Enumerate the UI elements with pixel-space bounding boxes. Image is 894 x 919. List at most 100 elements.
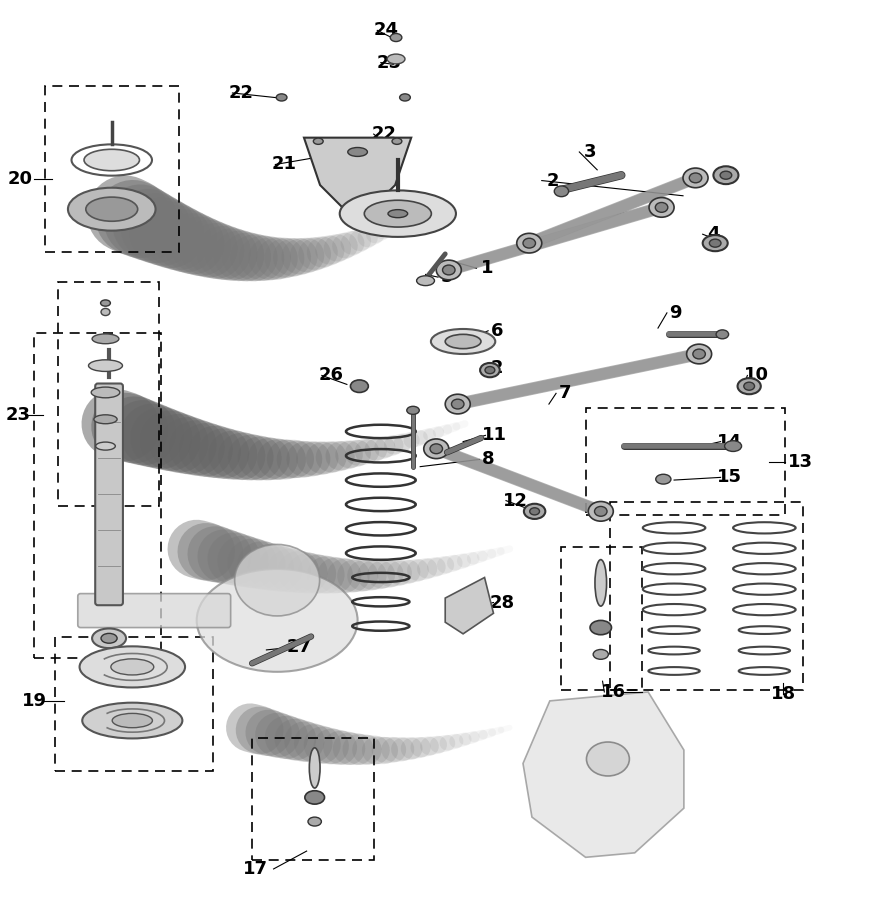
Ellipse shape bbox=[92, 629, 126, 648]
Bar bbox=[58, 282, 159, 506]
Ellipse shape bbox=[309, 748, 320, 789]
Ellipse shape bbox=[94, 414, 117, 424]
Text: 12: 12 bbox=[502, 492, 527, 510]
Text: 15: 15 bbox=[717, 469, 742, 486]
Ellipse shape bbox=[529, 508, 540, 515]
Ellipse shape bbox=[391, 33, 402, 41]
Ellipse shape bbox=[721, 171, 731, 179]
Text: 18: 18 bbox=[771, 685, 796, 703]
Text: 24: 24 bbox=[374, 21, 399, 40]
Ellipse shape bbox=[234, 544, 320, 616]
Text: 22: 22 bbox=[229, 84, 254, 102]
Bar bbox=[34, 333, 161, 658]
Ellipse shape bbox=[595, 506, 607, 516]
Bar bbox=[55, 637, 213, 771]
Ellipse shape bbox=[713, 166, 738, 184]
Text: 20: 20 bbox=[7, 170, 32, 187]
Text: 2: 2 bbox=[491, 359, 503, 378]
Ellipse shape bbox=[276, 94, 287, 101]
Ellipse shape bbox=[96, 442, 115, 450]
Text: 23: 23 bbox=[5, 406, 30, 424]
Ellipse shape bbox=[430, 444, 443, 454]
Text: 3: 3 bbox=[584, 143, 596, 161]
Ellipse shape bbox=[112, 713, 152, 728]
Ellipse shape bbox=[388, 210, 408, 218]
Ellipse shape bbox=[197, 569, 358, 672]
Polygon shape bbox=[304, 138, 411, 212]
FancyBboxPatch shape bbox=[95, 383, 123, 606]
Ellipse shape bbox=[348, 147, 367, 156]
Ellipse shape bbox=[595, 560, 607, 607]
Ellipse shape bbox=[431, 329, 495, 354]
Ellipse shape bbox=[84, 149, 139, 171]
Ellipse shape bbox=[436, 260, 461, 279]
Ellipse shape bbox=[100, 300, 110, 306]
Ellipse shape bbox=[443, 265, 455, 275]
Ellipse shape bbox=[400, 94, 410, 101]
Ellipse shape bbox=[689, 173, 702, 183]
Text: 13: 13 bbox=[788, 453, 813, 471]
Ellipse shape bbox=[649, 198, 674, 217]
Text: 11: 11 bbox=[482, 426, 507, 445]
Ellipse shape bbox=[86, 197, 138, 221]
Bar bbox=[561, 547, 642, 690]
Text: 6: 6 bbox=[491, 322, 503, 340]
Ellipse shape bbox=[594, 650, 609, 659]
Ellipse shape bbox=[392, 138, 402, 144]
Ellipse shape bbox=[744, 382, 755, 391]
Ellipse shape bbox=[445, 394, 470, 414]
Ellipse shape bbox=[588, 502, 613, 521]
Ellipse shape bbox=[524, 504, 545, 519]
Ellipse shape bbox=[655, 474, 670, 484]
Ellipse shape bbox=[365, 200, 431, 227]
Ellipse shape bbox=[586, 742, 629, 776]
Text: 19: 19 bbox=[21, 692, 46, 709]
Ellipse shape bbox=[313, 138, 324, 144]
Ellipse shape bbox=[683, 168, 708, 187]
Text: 8: 8 bbox=[482, 450, 494, 469]
Text: 26: 26 bbox=[318, 367, 343, 384]
Ellipse shape bbox=[308, 817, 322, 826]
Ellipse shape bbox=[517, 233, 542, 253]
Text: 10: 10 bbox=[744, 367, 769, 384]
Ellipse shape bbox=[485, 367, 495, 374]
Ellipse shape bbox=[101, 309, 110, 315]
Ellipse shape bbox=[480, 363, 500, 378]
Ellipse shape bbox=[523, 238, 536, 248]
Ellipse shape bbox=[350, 380, 368, 392]
Text: 21: 21 bbox=[272, 155, 297, 174]
Ellipse shape bbox=[703, 235, 728, 251]
Text: 28: 28 bbox=[490, 594, 515, 611]
Bar bbox=[45, 85, 179, 252]
Ellipse shape bbox=[716, 330, 729, 339]
Text: 14: 14 bbox=[717, 433, 742, 450]
Ellipse shape bbox=[387, 54, 405, 64]
Bar bbox=[610, 503, 803, 690]
Bar bbox=[586, 408, 785, 515]
Ellipse shape bbox=[417, 276, 434, 286]
Text: 7: 7 bbox=[559, 384, 571, 403]
Ellipse shape bbox=[91, 387, 120, 398]
Text: 16: 16 bbox=[601, 683, 626, 701]
Text: 4: 4 bbox=[707, 225, 720, 244]
Ellipse shape bbox=[305, 790, 325, 804]
Text: 2: 2 bbox=[546, 172, 559, 189]
Ellipse shape bbox=[89, 360, 122, 371]
Ellipse shape bbox=[340, 190, 456, 237]
Polygon shape bbox=[523, 692, 684, 857]
Ellipse shape bbox=[407, 406, 419, 414]
Text: 9: 9 bbox=[670, 304, 682, 322]
Polygon shape bbox=[445, 577, 493, 634]
Ellipse shape bbox=[80, 646, 185, 687]
Ellipse shape bbox=[724, 441, 741, 451]
Ellipse shape bbox=[68, 187, 156, 231]
Ellipse shape bbox=[554, 186, 569, 197]
Ellipse shape bbox=[424, 439, 449, 459]
Bar bbox=[252, 739, 374, 860]
Ellipse shape bbox=[111, 659, 154, 675]
Text: 22: 22 bbox=[372, 125, 397, 143]
Ellipse shape bbox=[655, 202, 668, 212]
Text: 1: 1 bbox=[481, 259, 493, 278]
Ellipse shape bbox=[101, 633, 117, 643]
Text: 25: 25 bbox=[376, 53, 401, 72]
